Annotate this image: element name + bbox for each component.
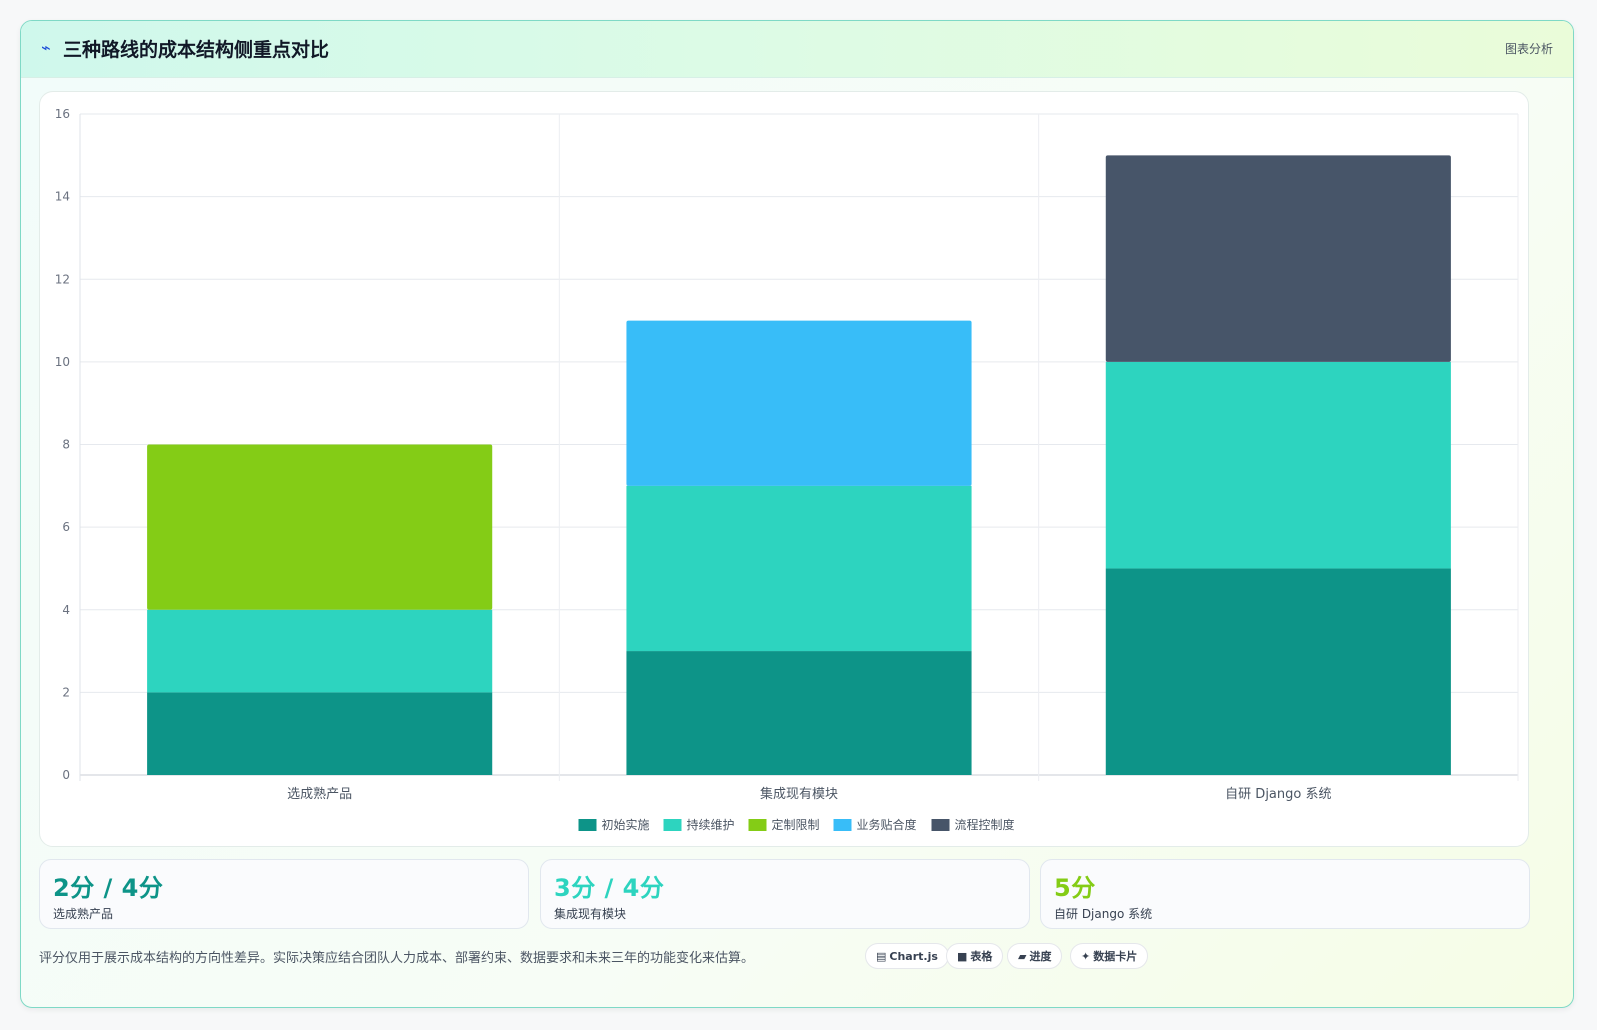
stat-label: 选成熟产品 [53,907,114,921]
bar-segment [147,609,493,693]
x-tick-label: 自研 Django 系统 [1225,787,1331,802]
y-tick-label: 10 [55,355,70,369]
stat-label: 集成现有模块 [554,907,627,921]
chart-card: ⌁ 三种路线的成本结构侧重点对比 图表分析 0 2 4 6 8 10 12 14 16 选成熟产品… [20,20,1574,1008]
footnote: 评分仅用于展示成本结构的方向性差异。实际决策应结合团队人力成本、部署约束、数据要… [39,951,755,966]
bar-segment [626,485,972,652]
y-tick-label: 2 [62,685,70,699]
stacked-bar-chart: 0 2 4 6 8 10 12 14 16 选成熟产品 集成现有模块 自研 Django 系统初始实施… [55,107,1519,832]
bar-segment [147,444,493,610]
sparkle-icon: ✦ [1081,950,1091,963]
bar-segment [147,692,493,775]
y-tick-label: 14 [55,190,70,204]
bar-segment [1105,155,1451,362]
stat-card-django: 5分 自研 Django 系统 [1040,859,1530,929]
chip-progress[interactable]: ▰ 进度 [1007,943,1063,969]
chip-table[interactable]: ■ 表格 [946,943,1004,969]
y-tick-label: 4 [62,603,70,617]
stat-value: 3分 / 4分 [554,874,665,902]
bar-segment [626,320,972,486]
page-title: 三种路线的成本结构侧重点对比 [63,39,330,61]
legend-label: 业务贴合度 [857,817,917,832]
legend-label: 初始实施 [602,817,650,832]
bar-segment [1105,568,1451,775]
chip-label: 进度 [1029,950,1052,963]
chart-container: 0 2 4 6 8 10 12 14 16 选成熟产品 集成现有模块 自研 Django 系统初始实施… [39,91,1529,847]
y-tick-label: 0 [62,768,70,782]
x-tick-label: 集成现有模块 [760,786,838,802]
chip-datacard[interactable]: ✦ 数据卡片 [1070,943,1149,969]
progress-icon: ▰ [1018,950,1027,963]
bar-segment [626,651,972,775]
legend-swatch [578,819,597,831]
y-tick-label: 12 [55,272,70,286]
chip-label: 数据卡片 [1093,950,1138,963]
legend-swatch [833,819,852,831]
y-tick-label: 6 [62,520,70,534]
legend-swatch [663,819,682,831]
stat-card-product: 2分 / 4分 选成熟产品 [39,859,529,929]
legend-label: 流程控制度 [955,817,1015,832]
header-tag: 图表分析 [1504,42,1553,56]
legend-label: 持续维护 [687,817,735,832]
chip-label: Chart.js [889,950,938,963]
y-tick-label: 16 [55,107,70,121]
table-icon: ■ [957,950,968,963]
chip-label: 表格 [970,950,993,963]
stat-value: 2分 / 4分 [53,874,164,902]
stat-label: 自研 Django 系统 [1054,907,1153,921]
lightning-icon: ⌁ [41,38,51,57]
chip-chartjs[interactable]: ▤ Chart.js [865,943,949,969]
legend-swatch [931,819,950,831]
stat-card-integrate: 3分 / 4分 集成现有模块 [540,859,1030,929]
legend-label: 定制限制 [772,817,820,832]
y-tick-label: 8 [62,438,70,452]
bar-segment [1105,361,1451,569]
legend-swatch [748,819,767,831]
stat-value: 5分 [1054,874,1096,902]
x-tick-label: 选成熟产品 [287,786,352,802]
card-header: ⌁ 三种路线的成本结构侧重点对比 图表分析 [21,21,1573,78]
chart-icon: ▤ [876,950,887,963]
